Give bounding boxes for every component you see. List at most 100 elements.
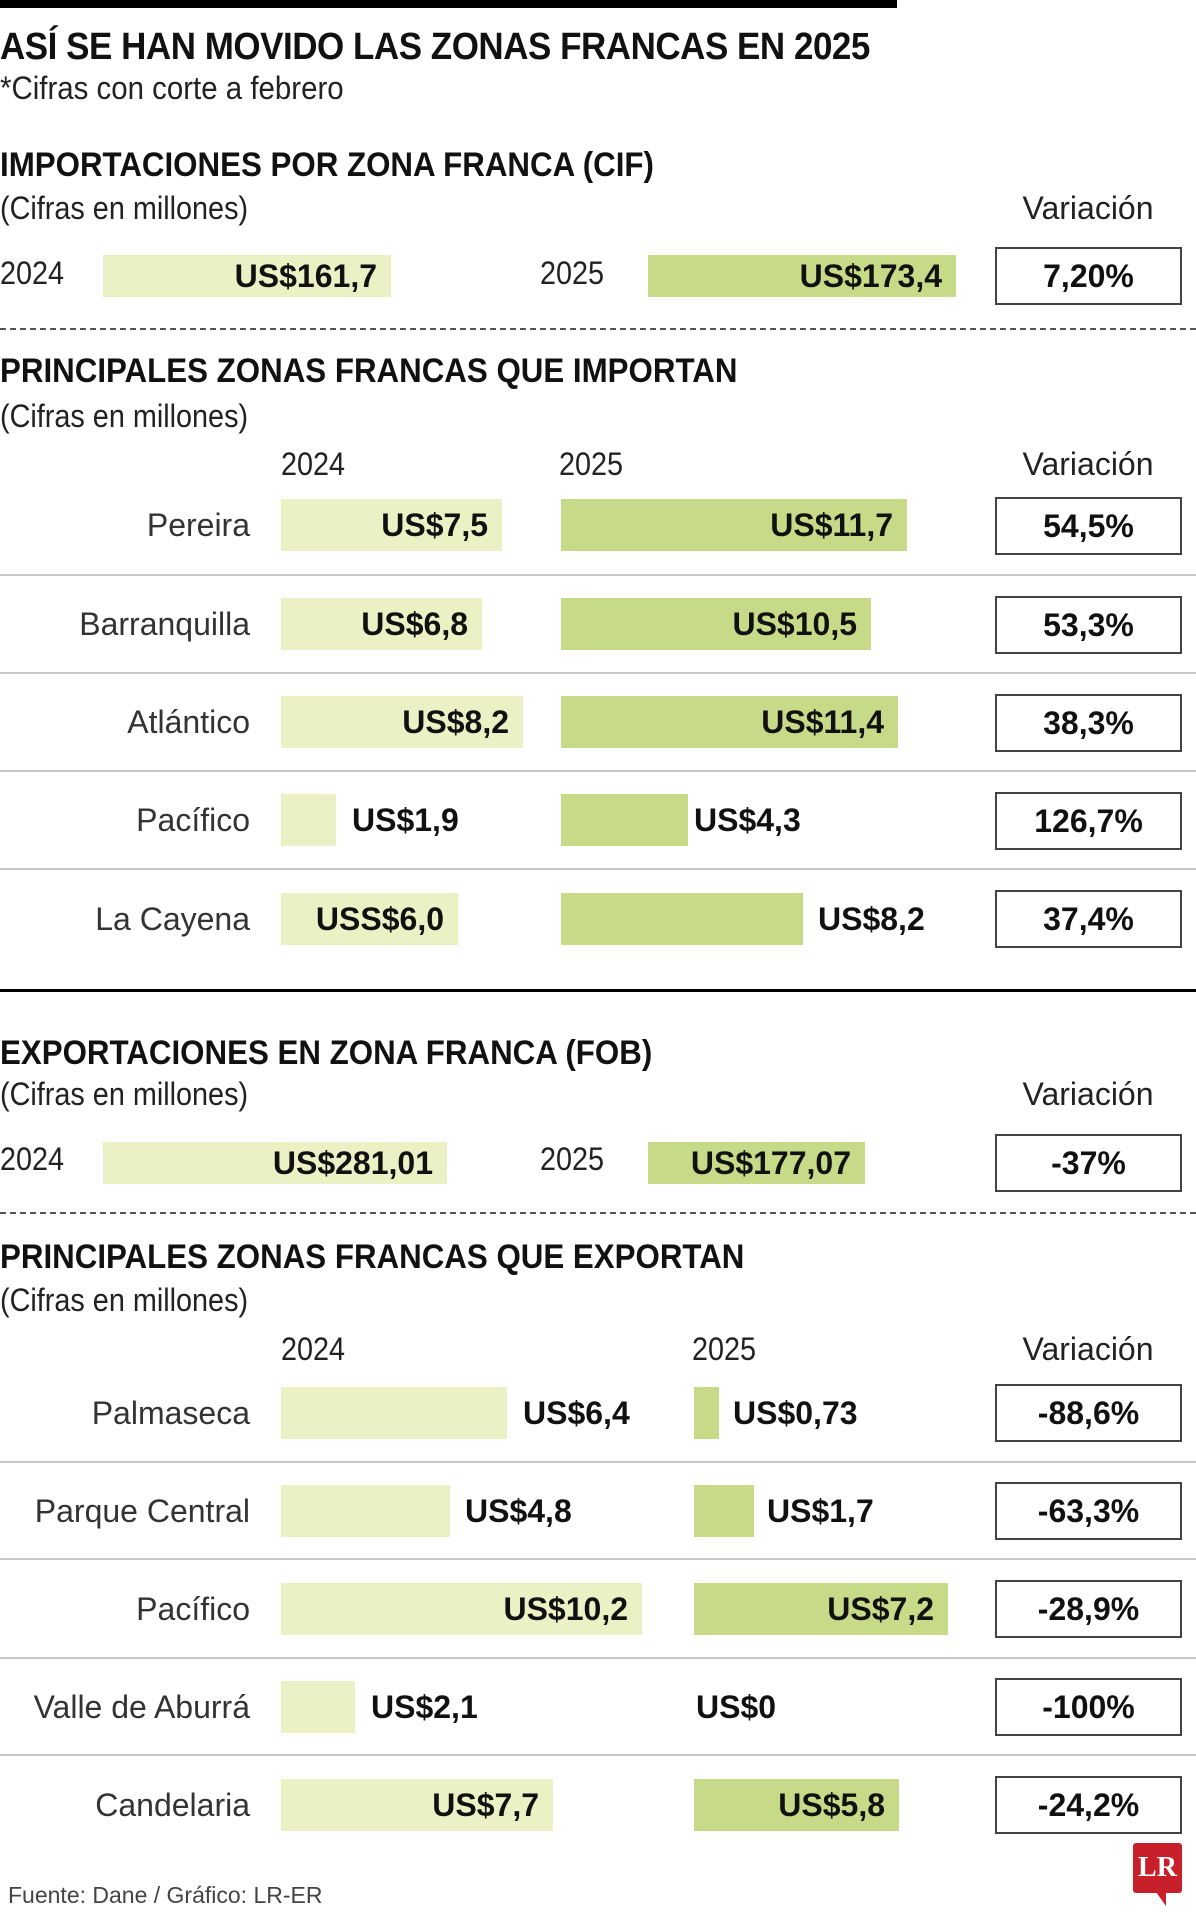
import-value-2025: US$4,3 [694, 802, 801, 838]
export-bar-2024 [281, 1681, 355, 1733]
imports-col-2025: 2025 [559, 446, 624, 482]
import-bar-2025: US$11,4 [561, 696, 898, 748]
import-variation: 37,4% [995, 890, 1182, 948]
imports-total-value-2024: US$161,7 [234, 258, 377, 294]
exports-total-bar-2025: US$177,07 [648, 1142, 865, 1184]
export-value-2025: US$5,8 [778, 1787, 885, 1823]
import-value-2025: US$8,2 [818, 901, 925, 937]
import-value-2024: USS$6,0 [315, 901, 444, 937]
exports-total-title: EXPORTACIONES EN ZONA FRANCA (FOB) [0, 1034, 653, 1072]
export-value-2024: US$6,4 [523, 1395, 630, 1431]
exports-total-year-2024: 2024 [0, 1141, 65, 1177]
exports-total-variation: -37% [995, 1134, 1182, 1192]
top-accent-bar [0, 0, 897, 8]
import-bar-2024: US$8,2 [281, 696, 523, 748]
import-bar-2025: US$10,5 [561, 598, 871, 650]
imports-total-bar-2025: US$173,4 [648, 255, 956, 297]
import-value-2025: US$11,4 [761, 704, 884, 740]
import-variation: 53,3% [995, 596, 1182, 654]
export-bar-2024 [281, 1387, 507, 1439]
import-row-name: Atlántico [127, 704, 250, 740]
export-value-2025: US$0,73 [733, 1395, 858, 1431]
page-title: ASÍ SE HAN MOVIDO LAS ZONAS FRANCAS EN 2… [0, 26, 870, 68]
row-separator [0, 770, 1196, 772]
exports-total-unit: (Cifras en millones) [0, 1076, 249, 1112]
import-variation: 126,7% [995, 792, 1182, 850]
imports-total-year-2025: 2025 [540, 255, 605, 291]
dashed-divider [0, 328, 1196, 330]
import-bar-2025 [561, 794, 688, 846]
imports-total-variation: 7,20% [995, 247, 1182, 305]
imports-total-variation-header: Variación [1022, 190, 1154, 226]
import-value-2024: US$6,8 [361, 606, 468, 642]
imports-col-2024: 2024 [281, 446, 346, 482]
exports-total-value-2025: US$177,07 [690, 1145, 851, 1181]
row-separator [0, 574, 1196, 576]
import-variation: 54,5% [995, 497, 1182, 555]
export-value-2025: US$7,2 [827, 1591, 934, 1627]
export-bar-2025 [694, 1387, 719, 1439]
import-bar-2024: US$6,8 [281, 598, 482, 650]
import-bar-2025 [561, 893, 803, 945]
export-row-name: Parque Central [34, 1493, 250, 1529]
exports-col-2024: 2024 [281, 1331, 346, 1367]
export-variation: -24,2% [995, 1776, 1182, 1834]
exports-top-unit: (Cifras en millones) [0, 1282, 249, 1318]
row-separator [0, 1657, 1196, 1659]
import-bar-2024 [281, 794, 336, 846]
imports-top-unit: (Cifras en millones) [0, 398, 249, 434]
section-divider [0, 989, 1196, 992]
export-value-2025: US$0 [696, 1689, 777, 1725]
export-value-2024: US$2,1 [371, 1689, 478, 1725]
import-row-name: Pacífico [136, 802, 250, 838]
export-row-name: Palmaseca [91, 1395, 250, 1431]
export-bar-2024: US$10,2 [281, 1583, 642, 1635]
lr-logo-icon: LR [1133, 1843, 1182, 1893]
exports-top-title: PRINCIPALES ZONAS FRANCAS QUE EXPORTAN [0, 1238, 745, 1276]
lr-logo-tail-icon [1156, 1892, 1166, 1906]
import-value-2025: US$10,5 [732, 606, 857, 642]
import-value-2024: US$7,5 [381, 507, 488, 543]
exports-total-bar-2024: US$281,01 [103, 1142, 447, 1184]
row-separator [0, 868, 1196, 870]
imports-total-value-2025: US$173,4 [799, 258, 942, 294]
imports-top-title: PRINCIPALES ZONAS FRANCAS QUE IMPORTAN [0, 352, 738, 390]
export-value-2024: US$10,2 [503, 1591, 628, 1627]
row-separator [0, 1461, 1196, 1463]
export-value-2024: US$7,7 [432, 1787, 539, 1823]
import-bar-2024: US$7,5 [281, 499, 502, 551]
import-row-name: Barranquilla [79, 606, 250, 642]
exports-variation-header: Variación [1022, 1331, 1154, 1367]
import-row-name: La Cayena [95, 901, 250, 937]
export-bar-2025: US$7,2 [694, 1583, 948, 1635]
export-value-2024: US$4,8 [465, 1493, 572, 1529]
imports-total-bar-2024: US$161,7 [103, 255, 391, 297]
export-variation: -88,6% [995, 1384, 1182, 1442]
exports-total-variation-header: Variación [1022, 1076, 1154, 1112]
export-row-name: Candelaria [95, 1787, 250, 1823]
export-row-name: Valle de Aburrá [33, 1689, 250, 1725]
import-bar-2024: USS$6,0 [281, 893, 458, 945]
page-subtitle: *Cifras con corte a febrero [0, 70, 344, 106]
import-value-2024: US$8,2 [402, 704, 509, 740]
export-bar-2024: US$7,7 [281, 1779, 553, 1831]
export-bar-2024 [281, 1485, 450, 1537]
row-separator [0, 1754, 1196, 1756]
export-variation: -63,3% [995, 1482, 1182, 1540]
import-row-name: Pereira [146, 507, 250, 543]
import-bar-2025: US$11,7 [561, 499, 907, 551]
row-separator [0, 1558, 1196, 1560]
export-variation: -100% [995, 1678, 1182, 1736]
dashed-divider [0, 1212, 1196, 1214]
import-value-2024: US$1,9 [352, 802, 459, 838]
import-variation: 38,3% [995, 694, 1182, 752]
exports-col-2025: 2025 [692, 1331, 757, 1367]
imports-total-title: IMPORTACIONES POR ZONA FRANCA (CIF) [0, 146, 654, 184]
import-value-2025: US$11,7 [770, 507, 893, 543]
export-row-name: Pacífico [136, 1591, 250, 1627]
imports-variation-header: Variación [1022, 446, 1154, 482]
exports-total-year-2025: 2025 [540, 1141, 605, 1177]
exports-total-value-2024: US$281,01 [272, 1145, 433, 1181]
export-variation: -28,9% [995, 1580, 1182, 1638]
export-value-2025: US$1,7 [767, 1493, 874, 1529]
